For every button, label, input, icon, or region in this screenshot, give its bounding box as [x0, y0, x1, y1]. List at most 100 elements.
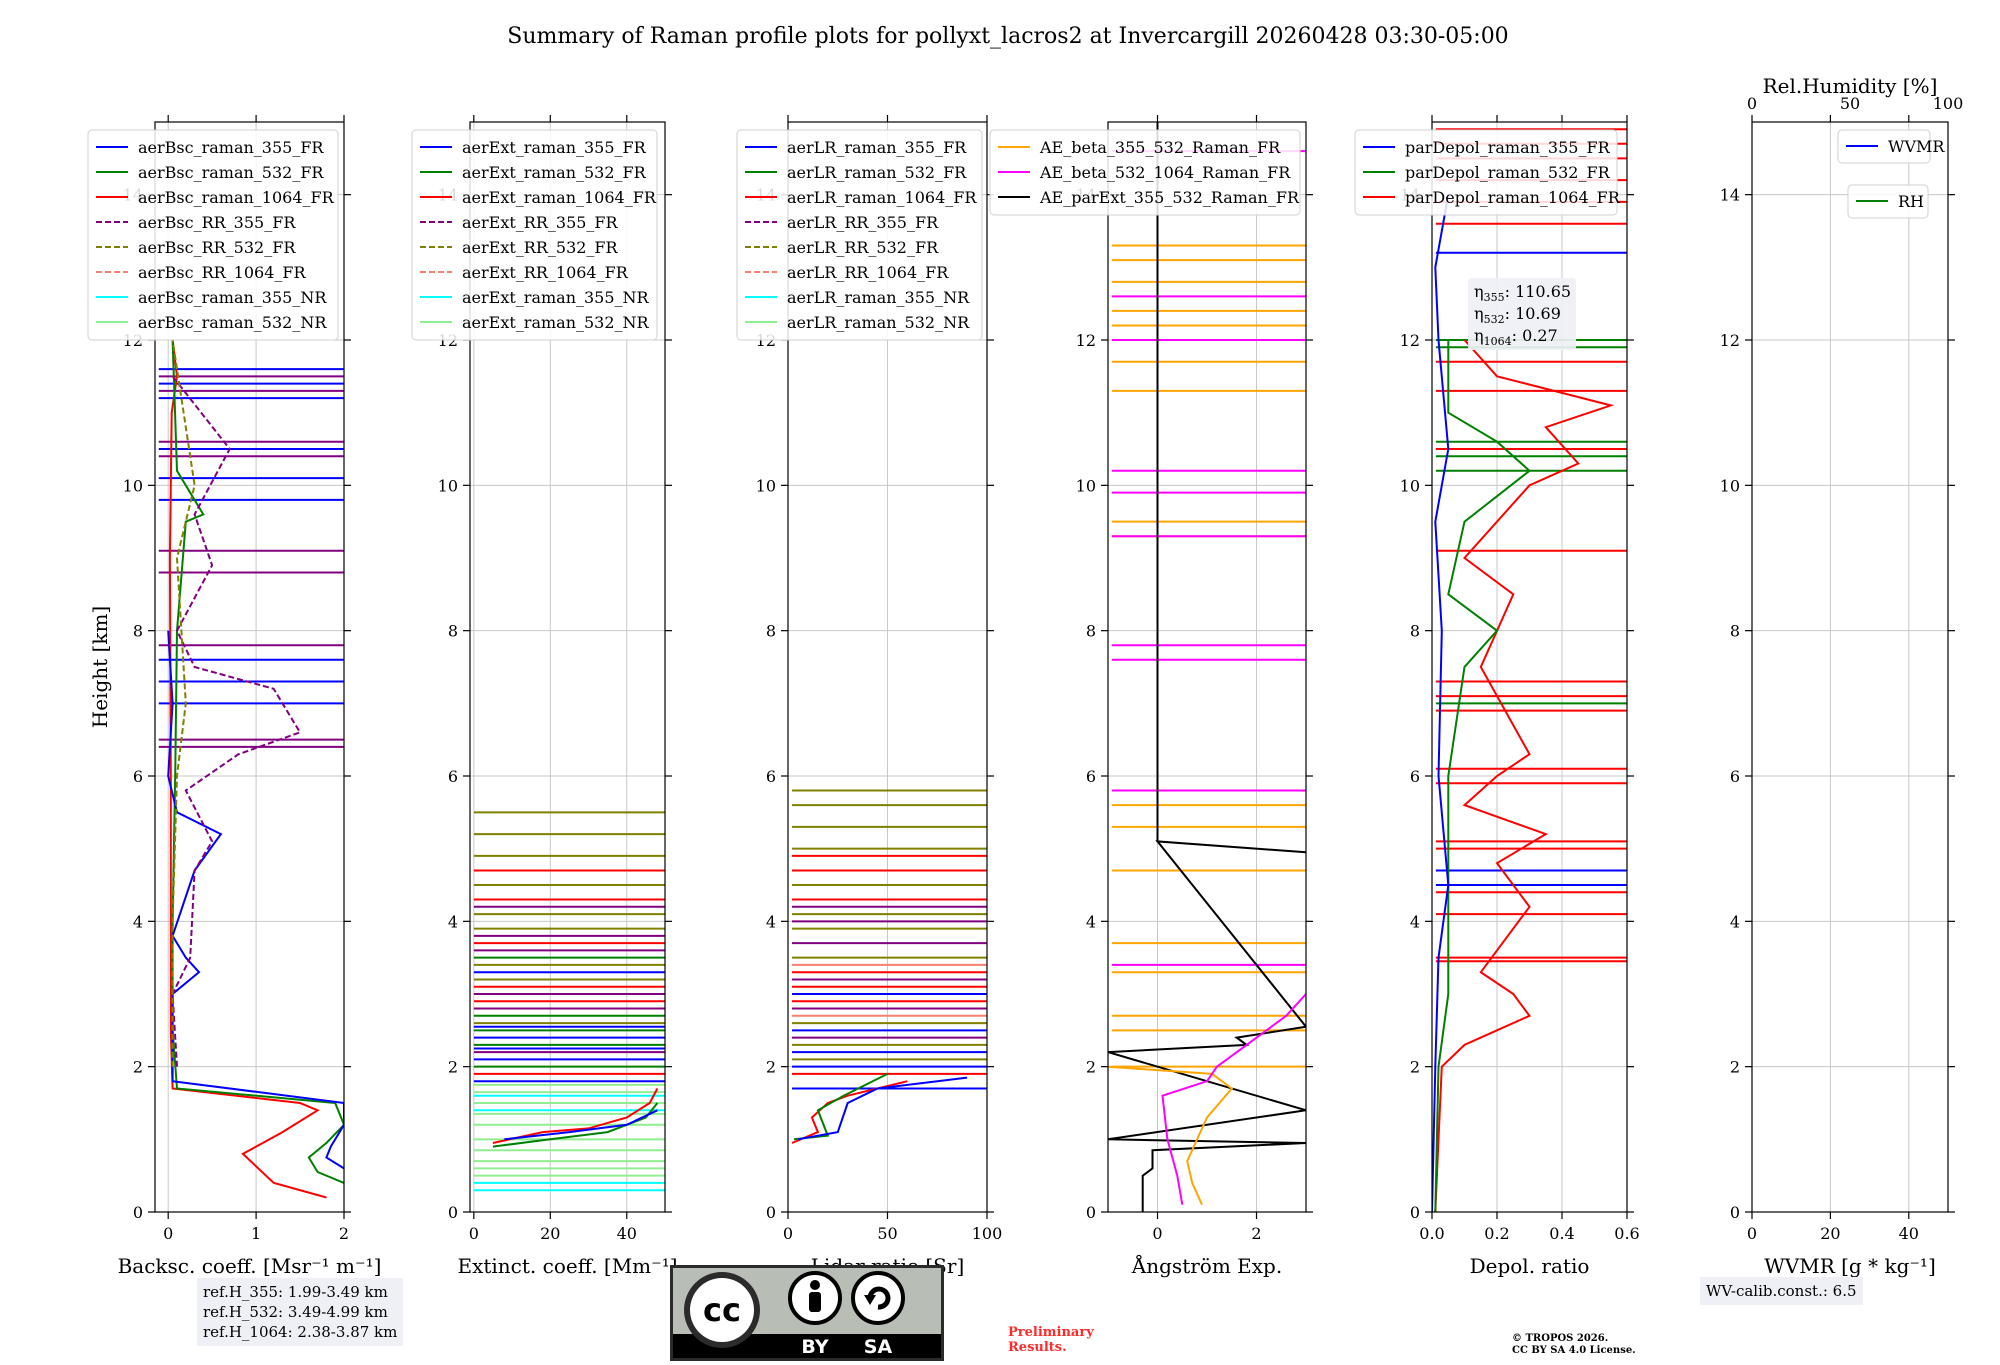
legend-label: aerExt_raman_355_FR [462, 138, 647, 157]
x-tick-label: 20 [540, 1224, 560, 1243]
y-tick-label: 10 [1400, 476, 1420, 495]
legend-label: AE_beta_355_532_Raman_FR [1039, 138, 1281, 157]
y-tick-label: 8 [448, 622, 458, 641]
y-tick-label: 0 [133, 1203, 143, 1222]
top-tick-label: 100 [1933, 94, 1964, 113]
legend-label: AE_parExt_355_532_Raman_FR [1039, 188, 1300, 207]
legend-label: AE_beta_532_1064_Raman_FR [1039, 163, 1291, 182]
series-aerExt_raman_355_FR [504, 1109, 658, 1141]
legend-box [87, 129, 339, 341]
series-AE_beta_532_1064_Raman_FR [1161, 993, 1306, 1205]
series-aerExt_raman_1064_FR [492, 1088, 659, 1144]
y-tick-label: 14 [1720, 186, 1740, 205]
data-area [791, 789, 987, 1144]
svg-text:cc: cc [703, 1291, 741, 1329]
x-axis-label: Backsc. coeff. [Msr⁻¹ m⁻¹] [118, 1254, 382, 1278]
legend-box [1354, 129, 1618, 216]
y-tick-label: 12 [1400, 331, 1420, 350]
copyright-line-2: CC BY SA 4.0 License. [1512, 1345, 1636, 1356]
axes-frame [469, 121, 666, 1213]
ref-height-1064: ref.H_1064: 2.38-3.87 km [203, 1323, 398, 1341]
legend-label: aerBsc_raman_1064_FR [138, 188, 335, 207]
top-tick-label: 0 [1747, 94, 1757, 113]
wv-calib-const: WV-calib.const.: 6.5 [1706, 1282, 1857, 1300]
series-aerLR_raman_355_FR [797, 1076, 968, 1141]
x-axis-label: Depol. ratio [1470, 1254, 1590, 1278]
legend-label: RH [1898, 192, 1924, 211]
series-parDepol_raman_532_FR [1434, 340, 1532, 1212]
y-tick-label: 10 [123, 476, 143, 495]
y-tick-label: 4 [1086, 912, 1096, 931]
y-tick-label: 10 [438, 476, 458, 495]
legend-label: parDepol_raman_1064_FR [1405, 188, 1621, 207]
panel-bsc: 02468101214012Backsc. coeff. [Msr⁻¹ m⁻¹]… [87, 115, 382, 1278]
x-tick-label: 100 [972, 1224, 1003, 1243]
axes-frame [154, 121, 345, 1213]
x-axis-label: WVMR [g * kg⁻¹] [1764, 1254, 1936, 1278]
legend-label: aerExt_raman_1064_FR [462, 188, 657, 207]
copyright-note: © TROPOS 2026. CC BY SA 4.0 License. [1512, 1333, 1636, 1357]
series-aerLR_raman_1064_FR [791, 1080, 908, 1144]
legend-label: aerLR_RR_1064_FR [787, 263, 949, 282]
y-tick-label: 6 [1086, 767, 1096, 786]
legend-label: aerLR_RR_532_FR [787, 238, 939, 257]
preliminary-note: Preliminary Results. [1008, 1325, 1094, 1355]
legend-label: parDepol_raman_355_FR [1405, 138, 1611, 157]
legend-label: aerBsc_RR_1064_FR [138, 263, 307, 282]
y-tick-label: 0 [1410, 1203, 1420, 1222]
y-tick-label: 8 [1730, 622, 1740, 641]
y-tick-label: 8 [133, 622, 143, 641]
y-tick-label: 2 [133, 1058, 143, 1077]
legend-label: aerLR_raman_355_NR [787, 288, 970, 307]
legend: aerLR_raman_355_FR aerLR_raman_532_FR aerL… [736, 129, 983, 341]
legend-label: aerBsc_raman_532_FR [138, 163, 324, 182]
y-tick-label: 2 [1410, 1058, 1420, 1077]
series-parDepol_raman_1064_FR [1434, 339, 1615, 1212]
x-tick-label: 2 [1251, 1224, 1261, 1243]
legend-box [411, 129, 658, 341]
legend: aerBsc_raman_355_FR aerBsc_raman_532_FRae… [87, 129, 339, 341]
preliminary-line-1: Preliminary [1008, 1325, 1094, 1340]
y-tick-label: 4 [448, 912, 458, 931]
legend-label: aerBsc_RR_532_FR [138, 238, 296, 257]
y-tick-label: 6 [133, 767, 143, 786]
chart-title: Summary of Raman profile plots for polly… [507, 24, 1508, 49]
x-axis-label: Ångström Exp. [1131, 1253, 1282, 1278]
data-area [1108, 122, 1306, 1212]
legend-label: aerExt_raman_532_NR [462, 313, 650, 332]
cc-by-label: BY [801, 1336, 828, 1358]
y-tick-label: 0 [448, 1203, 458, 1222]
axes-frame [1751, 121, 1949, 1213]
axes-frame [1431, 121, 1628, 1213]
ref-height-532: ref.H_532: 3.49-4.99 km [203, 1303, 388, 1321]
x-tick-label: 0.6 [1614, 1224, 1639, 1243]
data-area [473, 811, 665, 1192]
legend: parDepol_raman_355_FR parDepol_raman_532_… [1354, 129, 1621, 216]
legend-label: aerLR_raman_1064_FR [787, 188, 977, 207]
panels: 02468101214012Backsc. coeff. [Msr⁻¹ m⁻¹]… [87, 74, 1964, 1278]
eta-532: η532: 10.69 [1474, 304, 1561, 326]
y-tick-label: 10 [756, 476, 776, 495]
series-aerBsc_raman_532_FR [171, 339, 344, 1184]
y-tick-label: 8 [766, 622, 776, 641]
y-tick-label: 0 [766, 1203, 776, 1222]
x-tick-label: 0 [1152, 1224, 1162, 1243]
eta-1064: η1064: 0.27 [1474, 326, 1558, 348]
series-AE_parExt_355_532_Raman_FR [1108, 122, 1306, 1212]
x-tick-label: 0 [1747, 1224, 1757, 1243]
series-aerBsc_raman_1064_FR [168, 339, 327, 1199]
x-tick-label: 0 [469, 1224, 479, 1243]
legend-label: aerBsc_raman_355_NR [138, 288, 327, 307]
cc-license-badge: cc BY SA [670, 1265, 944, 1361]
legend-label: aerLR_raman_532_NR [787, 313, 970, 332]
x-tick-label: 0.4 [1549, 1224, 1574, 1243]
wv-calib-box: WV-calib.const.: 6.5 [1700, 1277, 1863, 1305]
y-tick-label: 10 [1720, 476, 1740, 495]
legend-label: aerExt_RR_532_FR [462, 238, 619, 257]
series-AE_beta_355_532_Raman_FR [1108, 1065, 1234, 1206]
legend-label: aerExt_raman_355_NR [462, 288, 650, 307]
y-tick-label: 4 [766, 912, 776, 931]
series-aerBsc_RR_355_FR [171, 375, 302, 1067]
legend-box [736, 129, 983, 341]
